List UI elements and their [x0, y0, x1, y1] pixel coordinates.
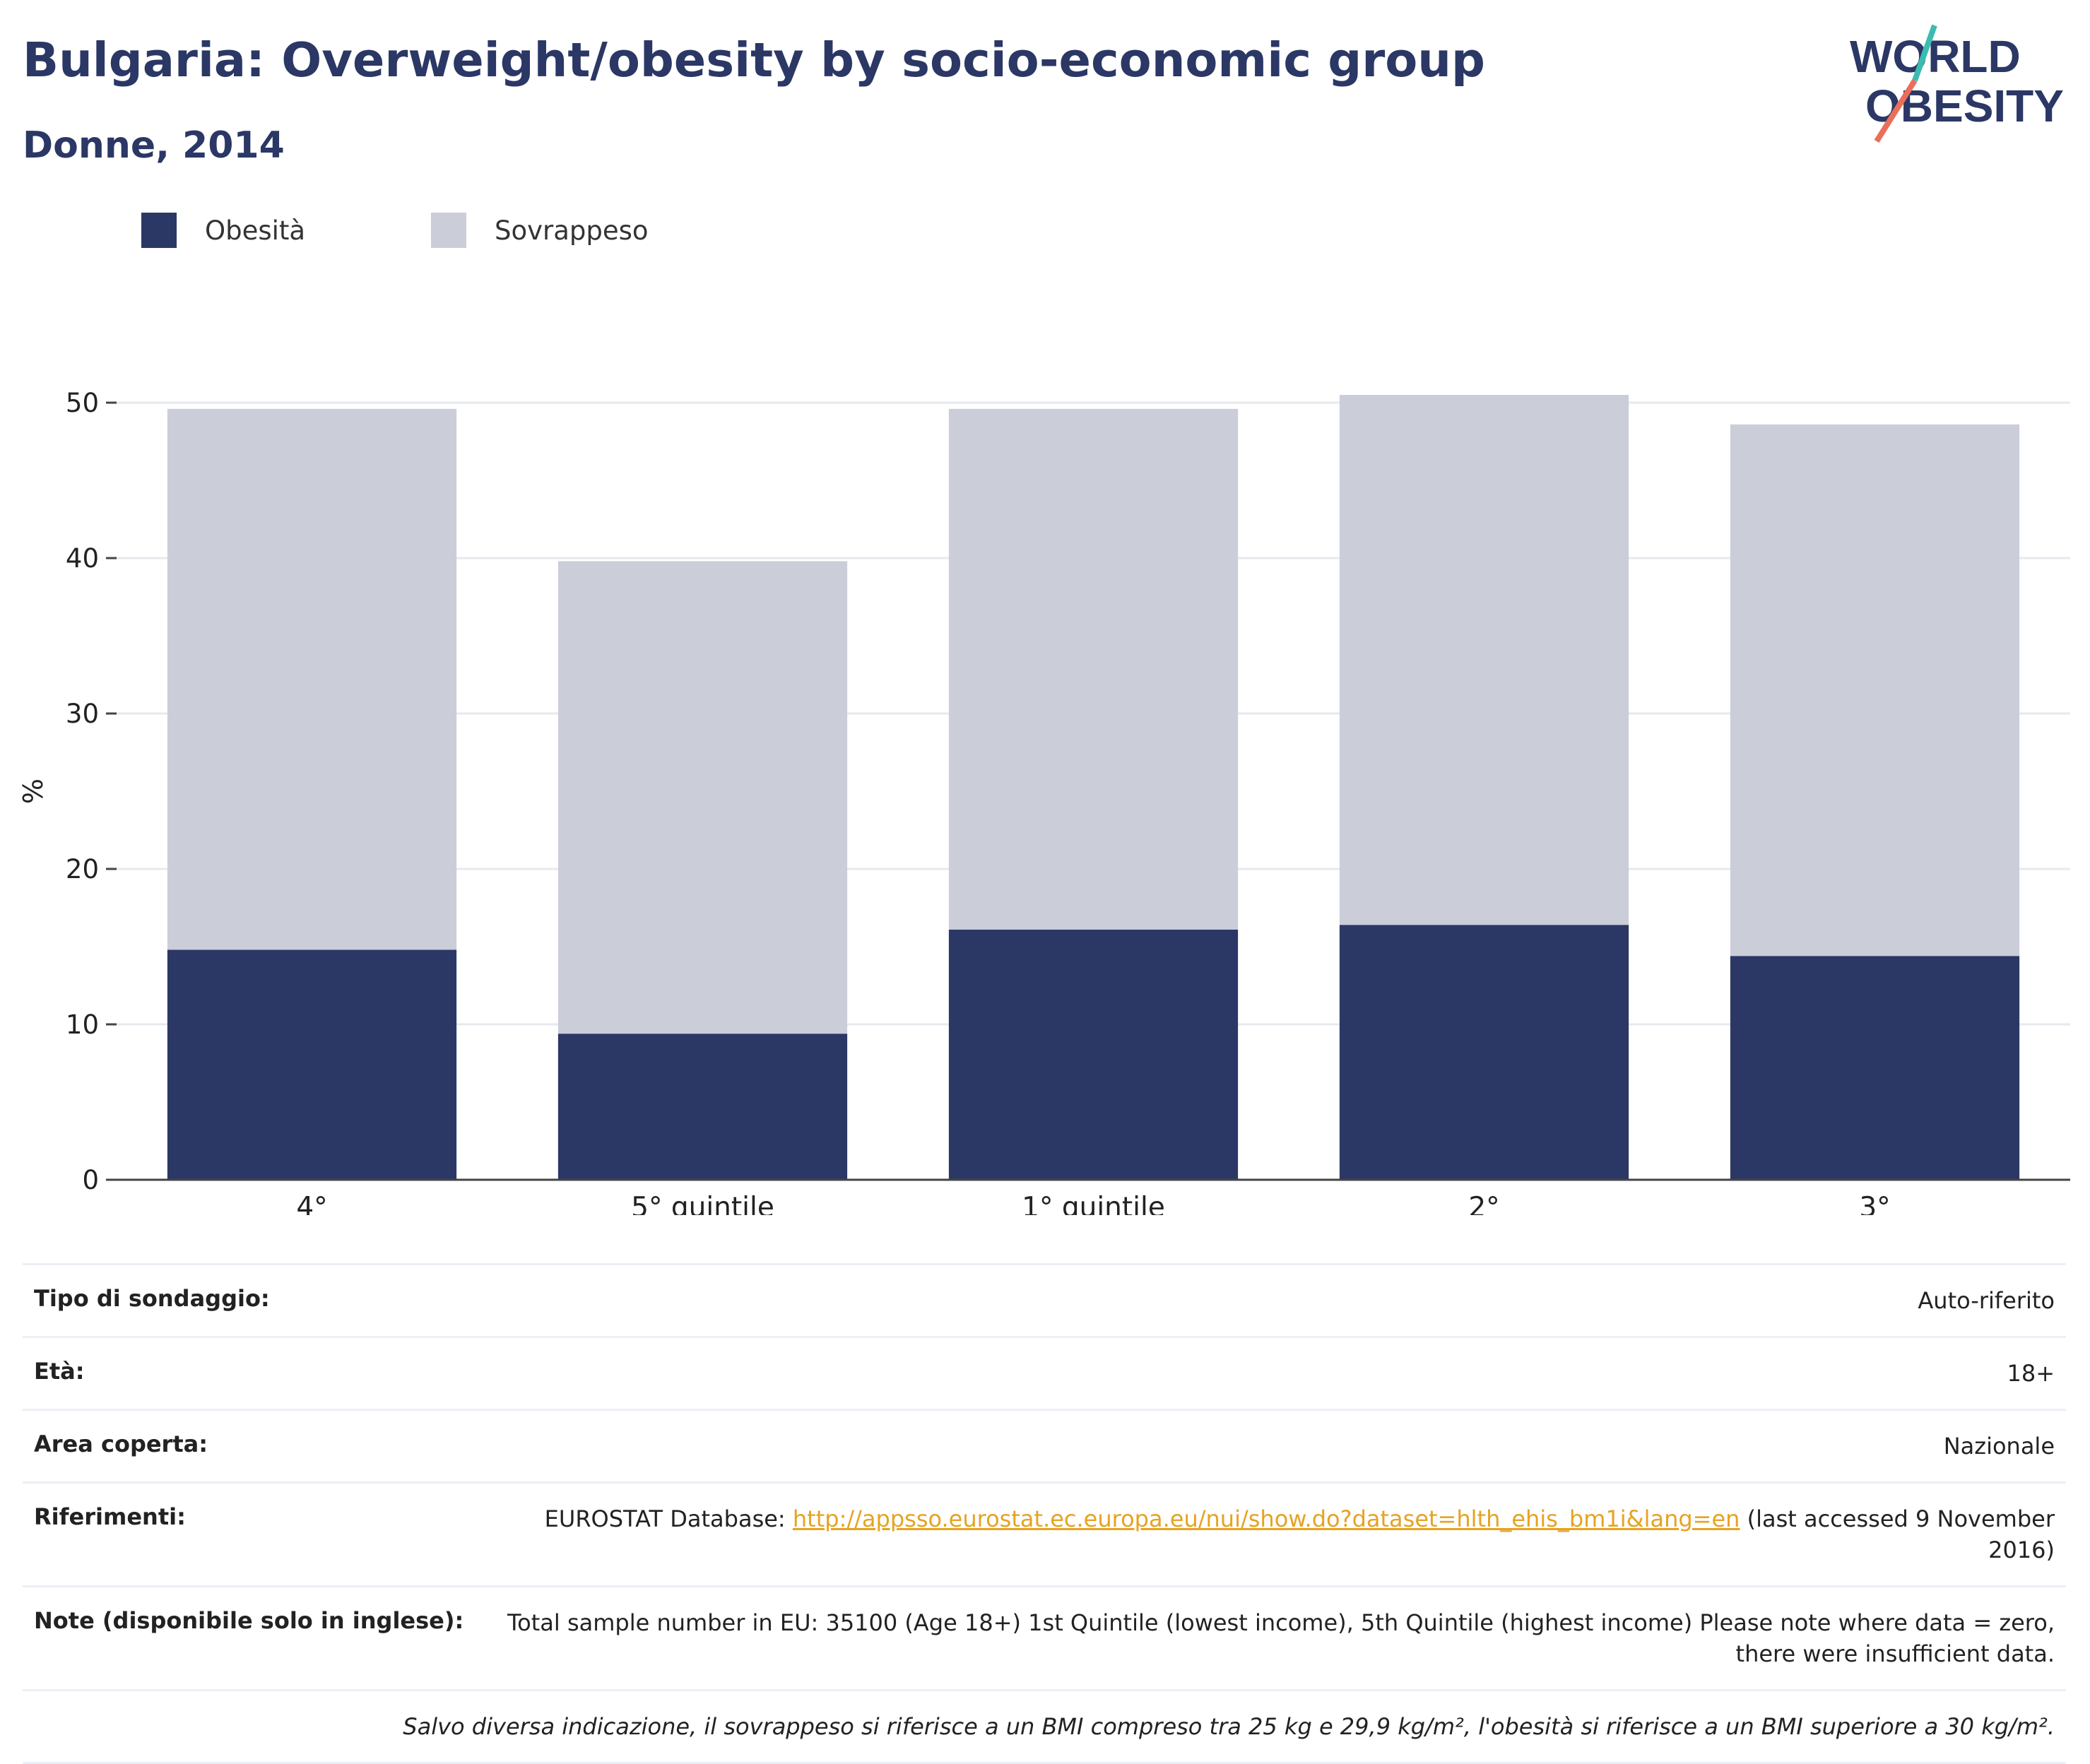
- bar-obesity[interactable]: [557, 1034, 848, 1180]
- reference-suffix: (last accessed 9 November 2016): [1740, 1505, 2055, 1563]
- bar-obesity[interactable]: [1730, 956, 2020, 1180]
- legend-label-overweight: Sovrappeso: [495, 215, 649, 246]
- legend-swatch-obesity: [141, 213, 177, 248]
- info-row-age: Età: 18+: [23, 1336, 2066, 1409]
- info-row-survey-type: Tipo di sondaggio: Auto-riferito: [23, 1263, 2066, 1336]
- x-tick-label: 5° quintile: [631, 1192, 774, 1215]
- legend-item-overweight[interactable]: Sovrappeso: [431, 209, 649, 251]
- info-footnote: Salvo diversa indicazione, il sovrappeso…: [23, 1689, 2066, 1764]
- y-axis-ticks: 0 10 20 30 40 50: [66, 388, 117, 1195]
- info-row-notes: Note (disponibile solo in inglese): Tota…: [23, 1585, 2066, 1689]
- chart-title: Bulgaria: Overweight/obesity by socio-ec…: [23, 32, 1485, 88]
- world-obesity-logo: WORLD OBESITY: [1850, 24, 2064, 143]
- legend-label-obesity: Obesità: [205, 215, 306, 246]
- info-label: Tipo di sondaggio:: [34, 1285, 270, 1312]
- info-value: EUROSTAT Database: http://appsso.eurosta…: [500, 1503, 2055, 1565]
- info-value: Total sample number in EU: 35100 (Age 18…: [507, 1609, 2055, 1667]
- legend-swatch-overweight: [431, 213, 466, 248]
- y-axis-label: %: [18, 779, 49, 804]
- info-label: Area coperta:: [34, 1431, 208, 1457]
- logo-slash-teal: [1912, 24, 1937, 82]
- x-tick-label: 3°: [1859, 1192, 1890, 1215]
- bar-obesity[interactable]: [167, 949, 457, 1180]
- bar-overweight[interactable]: [1730, 424, 2020, 957]
- y-tick-label: 10: [66, 1010, 99, 1040]
- info-label: Riferimenti:: [34, 1503, 186, 1530]
- reference-prefix: EUROSTAT Database:: [544, 1505, 793, 1532]
- bar-obesity[interactable]: [948, 929, 1239, 1180]
- info-label: Età:: [34, 1358, 85, 1385]
- y-tick-label: 50: [66, 388, 99, 418]
- x-tick-label: 4°: [296, 1192, 327, 1215]
- info-row-references: Riferimenti: EUROSTAT Database: http://a…: [23, 1481, 2066, 1585]
- info-value: Nazionale: [1943, 1433, 2055, 1460]
- y-tick-label: 30: [66, 699, 99, 729]
- logo-line2: OBESITY: [1865, 81, 2064, 131]
- info-value: 18+: [2007, 1360, 2055, 1387]
- footnote-text: Salvo diversa indicazione, il sovrappeso…: [403, 1713, 2055, 1740]
- logo-line1: WORLD: [1850, 31, 2021, 82]
- bar-overweight[interactable]: [557, 561, 848, 1034]
- reference-link[interactable]: http://appsso.eurostat.ec.europa.eu/nui/…: [792, 1505, 1740, 1532]
- x-tick-label: 1° quintile: [1022, 1192, 1165, 1215]
- bar-overweight[interactable]: [948, 408, 1239, 930]
- x-axis-ticks: 4° 5° quintile 1° quintile 2° 3°: [296, 1192, 1890, 1215]
- y-tick-label: 20: [66, 854, 99, 884]
- info-label: Note (disponibile solo in inglese):: [34, 1607, 464, 1634]
- bar-overweight[interactable]: [1339, 395, 1629, 925]
- bar-overweight[interactable]: [167, 408, 457, 950]
- bars: [167, 395, 2020, 1180]
- legend-item-obesity[interactable]: Obesità: [141, 209, 305, 251]
- x-tick-label: 2°: [1468, 1192, 1499, 1215]
- info-table: Tipo di sondaggio: Auto-riferito Età: 18…: [23, 1263, 2066, 1764]
- y-tick-label: 0: [82, 1165, 99, 1195]
- logo-slash-coral: [1874, 78, 1918, 143]
- bar-obesity[interactable]: [1339, 925, 1629, 1180]
- chart-subtitle: Donne, 2014: [23, 124, 285, 167]
- info-value: Auto-riferito: [1918, 1287, 2055, 1314]
- bar-chart: 0 10 20 30 40 50 4° 5° quintile 1° quintile 2° 3°…: [18, 388, 2070, 1215]
- y-tick-label: 40: [66, 543, 99, 574]
- info-row-area: Area coperta: Nazionale: [23, 1409, 2066, 1481]
